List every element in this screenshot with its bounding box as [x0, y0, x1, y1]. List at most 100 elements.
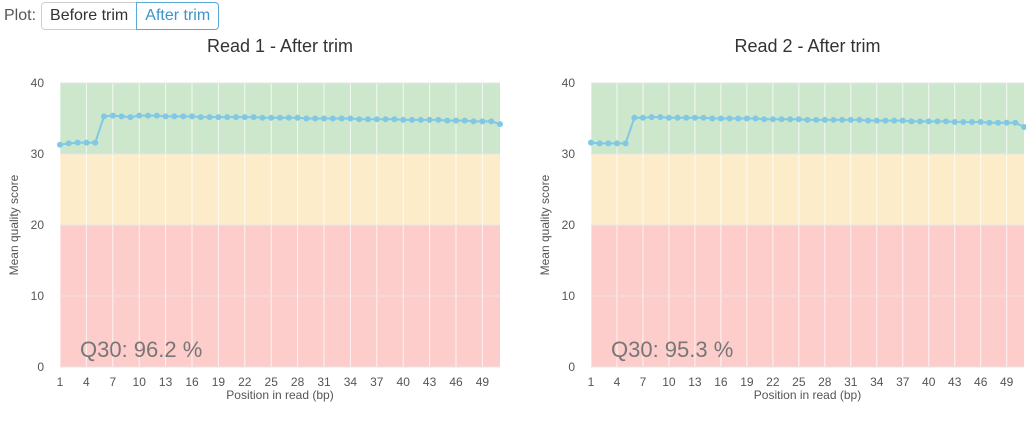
read1-x-axis-label: Position in read (bp): [226, 388, 333, 402]
read1-data-point: [57, 141, 63, 148]
read1-x-tick-label: 19: [212, 375, 226, 389]
read2-data-point: [761, 116, 768, 123]
read1-x-tick-label: 4: [83, 375, 90, 389]
read1-x-tick-label: 25: [265, 375, 279, 389]
read2-data-point: [769, 116, 776, 123]
read1-data-point: [444, 117, 451, 124]
read2-x-tick-label: 13: [688, 375, 702, 389]
read1-x-tick-label: 22: [238, 375, 252, 389]
read2-data-point: [674, 114, 681, 121]
read2-data-point: [995, 119, 1002, 126]
read2-y-tick-label: 40: [562, 76, 576, 90]
read1-x-tick-label: 13: [159, 375, 173, 389]
read2-x-tick-label: 19: [740, 375, 754, 389]
read2-data-point: [891, 117, 898, 124]
read2-data-point: [830, 116, 837, 123]
read2-x-tick-label: 4: [614, 375, 621, 389]
plot-selector-button-group: Before trim After trim: [41, 2, 220, 30]
after-trim-button[interactable]: After trim: [136, 2, 220, 30]
read1-data-point: [101, 113, 107, 120]
read2-data-point: [588, 139, 594, 146]
read1-data-point: [118, 113, 125, 120]
read2-data-point: [813, 116, 820, 123]
read1-y-tick-label: 20: [31, 218, 45, 232]
read1-data-point: [277, 114, 283, 121]
read1-data-point: [189, 113, 195, 120]
read2-data-point: [908, 118, 915, 125]
read2-data-point: [839, 116, 846, 123]
read2-data-point: [873, 117, 880, 124]
read1-x-tick-label: 1: [57, 375, 64, 389]
read1-data-point: [479, 118, 486, 125]
read1-x-tick-label: 7: [109, 375, 116, 389]
read1-data-point: [329, 115, 336, 122]
read1-data-point: [74, 139, 81, 146]
read1-x-tick-label: 10: [133, 375, 147, 389]
read2-data-point: [934, 118, 941, 125]
read2-data-point: [882, 117, 889, 124]
read2-data-point: [847, 116, 854, 123]
read1-x-tick-label: 37: [370, 375, 384, 389]
read1-data-point: [233, 114, 239, 121]
read1-data-point: [294, 114, 301, 121]
read1-data-point: [382, 116, 389, 123]
read2-data-point: [700, 114, 707, 121]
read2-data-point: [691, 114, 698, 121]
read2-y-tick-label: 0: [568, 360, 575, 374]
read2-x-axis-label: Position in read (bp): [754, 388, 861, 402]
read1-data-point: [127, 114, 134, 121]
read2-data-point: [856, 116, 863, 123]
read1-data-point: [92, 139, 99, 146]
read2-data-point: [717, 115, 724, 122]
read2-data-point: [899, 117, 906, 124]
read1-data-point: [224, 114, 231, 121]
read1-data-point: [373, 116, 380, 123]
read1-data-point: [400, 116, 407, 123]
read2-data-point: [1003, 119, 1010, 126]
read2-x-tick-label: 46: [974, 375, 988, 389]
read1-data-point: [417, 116, 424, 123]
read2-data-point: [605, 140, 612, 147]
read1-band-warning: [60, 154, 500, 225]
read1-data-point: [83, 139, 90, 146]
read1-y-tick-label: 30: [31, 147, 45, 161]
read1-x-tick-label: 46: [449, 375, 463, 389]
before-trim-button[interactable]: Before trim: [41, 2, 137, 30]
read2-data-point: [951, 119, 958, 126]
read2-data-point: [925, 118, 932, 125]
read1-data-point: [153, 112, 160, 119]
read2-data-point: [648, 114, 655, 121]
read2-y-tick-label: 30: [562, 147, 576, 161]
read2-data-point: [986, 119, 993, 126]
read1-data-point: [488, 118, 495, 125]
read2-data-point: [665, 114, 672, 121]
read1-x-tick-label: 34: [344, 375, 358, 389]
read1-data-point: [250, 114, 257, 121]
read1-y-axis-label: Mean quality score: [7, 174, 21, 275]
read1-data-point: [65, 140, 72, 147]
read1-data-point: [259, 114, 266, 121]
read1-data-point: [109, 112, 116, 119]
read1-data-point: [312, 115, 319, 122]
read1-data-point: [470, 118, 477, 125]
plot-selector: Plot: Before trim After trim: [4, 2, 220, 30]
read1-data-point: [497, 121, 503, 128]
read2-x-tick-label: 43: [948, 375, 962, 389]
read1-data-point: [453, 117, 459, 124]
read2-y-axis-label: Mean quality score: [538, 174, 552, 275]
read2-data-point: [1021, 124, 1026, 131]
read2-x-tick-label: 10: [662, 375, 676, 389]
read1-y-tick-label: 0: [37, 360, 44, 374]
read1-x-tick-label: 28: [291, 375, 305, 389]
read2-data-point: [977, 119, 984, 126]
plot-selector-label: Plot:: [4, 7, 37, 24]
read2-data-point: [778, 116, 785, 123]
read2-x-tick-label: 28: [818, 375, 832, 389]
read2-data-point: [821, 116, 828, 123]
read1-data-point: [268, 114, 275, 121]
read1-data-point: [391, 116, 398, 123]
read1-x-tick-label: 49: [476, 375, 490, 389]
read1-chart: Read 1 - After trim 1 4 7 10 13 16 19 22 25 28 31 34…: [0, 30, 513, 430]
read2-data-point: [743, 115, 750, 122]
read1-data-point: [197, 114, 204, 121]
